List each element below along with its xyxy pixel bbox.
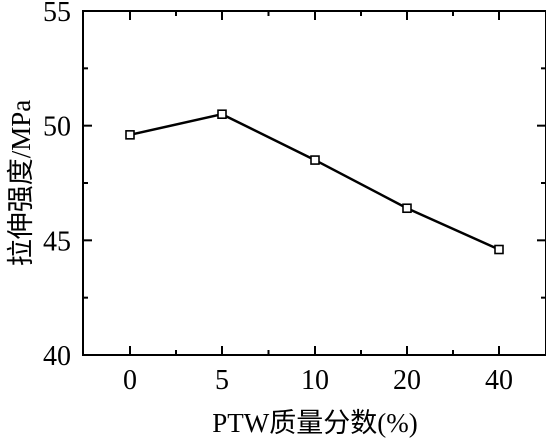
x-tick-label: 10 — [301, 365, 329, 396]
x-tick-label: 5 — [215, 365, 229, 396]
x-tick-label: 20 — [393, 365, 421, 396]
x-axis-ticks: 0 5 10 20 40 — [123, 11, 513, 396]
series-layer — [125, 109, 504, 255]
x-axis-title: PTW质量分数(%) — [212, 408, 417, 438]
data-point-marker — [125, 130, 135, 140]
data-point-marker — [494, 244, 504, 255]
plot-area — [82, 10, 546, 356]
y-tick-label: 45 — [43, 226, 71, 257]
y-axis-title: 拉伸强度/MPa — [6, 100, 36, 267]
y-tick-label: 55 — [43, 0, 71, 28]
plot-frame — [82, 10, 546, 356]
data-point-marker — [402, 203, 412, 214]
x-tick-label: 0 — [123, 365, 137, 396]
y-tick-label: 40 — [43, 341, 71, 372]
y-axis-ticks: 40 45 50 55 — [43, 0, 546, 372]
x-tick-label: 40 — [485, 365, 513, 396]
y-tick-label: 50 — [43, 112, 71, 143]
series-line — [129, 112, 500, 251]
data-point-marker — [310, 155, 320, 165]
data-point-marker — [217, 109, 227, 119]
